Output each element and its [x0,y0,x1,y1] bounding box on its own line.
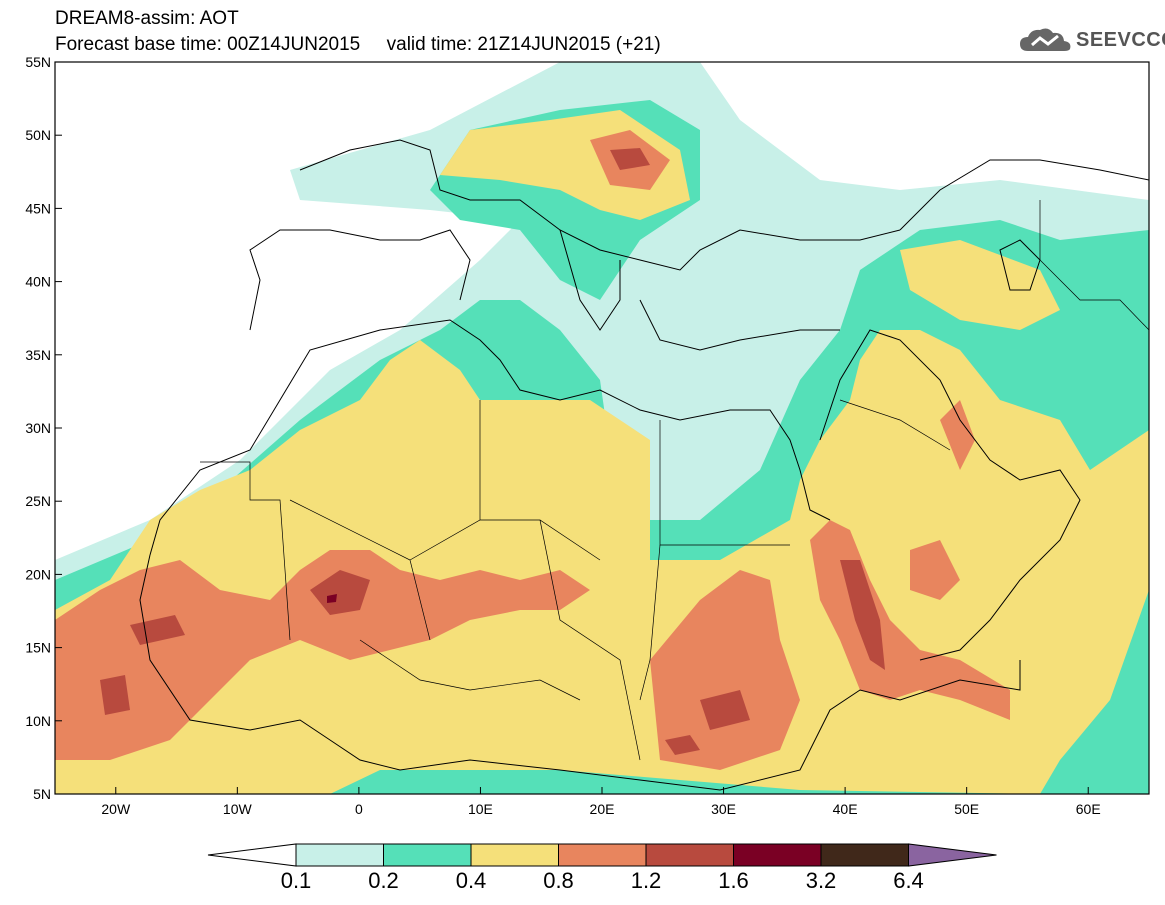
colorbar-swatch [470,843,559,867]
colorbar [207,843,997,867]
lat-tick-label: 5N [33,786,51,802]
map-title: DREAM8-assim: AOT [55,8,239,29]
colorbar-label: 0.4 [455,868,487,893]
colorbar-swatch [383,843,472,867]
longitude-axis: 20W 10W 0 10E 20E 30E 40E 50E 60E [101,787,1101,817]
lon-tick-label: 40E [833,801,858,817]
country-borders [200,200,1149,761]
colorbar-label: 0.1 [280,868,312,893]
colorbar-swatch [295,843,384,867]
logo-text: SEEVCCC [1076,29,1165,51]
colorbar-high-arrow [908,843,997,867]
lat-tick-label: 35N [25,347,51,363]
valid-time-label: valid time: 21Z14JUN2015 (+21) [386,34,661,55]
cloud-icon [1020,28,1071,51]
colorbar-label: 0.2 [368,868,399,893]
lat-tick-label: 15N [25,640,51,656]
lon-tick-label: 10E [468,801,493,817]
colorbar-swatch [558,843,647,867]
lat-tick-label: 30N [25,420,51,436]
lon-tick-label: 30E [711,801,736,817]
map-subtitle: Forecast base time: 00Z14JUN2015 valid t… [55,34,661,56]
lon-tick-label: 60E [1076,801,1101,817]
colorbar-label: 6.4 [893,868,924,893]
colorbar-swatch [820,843,909,867]
colorbar-low-arrow [207,843,297,867]
seevccc-logo: SEEVCCC [1018,25,1165,57]
lon-tick-label: 20W [101,801,131,817]
lat-tick-label: 25N [25,493,51,509]
lat-tick-label: 10N [25,713,51,729]
lat-tick-label: 20N [25,566,51,582]
aot-field [55,62,1149,794]
coastlines [139,139,1149,791]
colorbar-label: 1.6 [718,868,749,893]
lon-tick-label: 0 [355,801,363,817]
base-time-label: Forecast base time: 00Z14JUN2015 [55,34,361,55]
colorbar-label: 1.2 [630,868,662,893]
latitude-axis: 55N 50N 45N 40N 35N 30N 25N 20N 15N 10N 5N [25,54,62,802]
lat-tick-label: 45N [25,200,51,216]
lon-tick-label: 50E [954,801,979,817]
lat-tick-label: 40N [25,274,51,290]
colorbar-label: 3.2 [805,868,837,893]
colorbar-swatch [645,843,734,867]
lon-tick-label: 20E [590,801,615,817]
lat-tick-label: 55N [25,54,51,70]
colorbar-label: 0.8 [543,868,574,893]
lat-tick-label: 50N [25,127,51,143]
lon-tick-label: 10W [223,801,253,817]
colorbar-swatch [733,843,822,867]
